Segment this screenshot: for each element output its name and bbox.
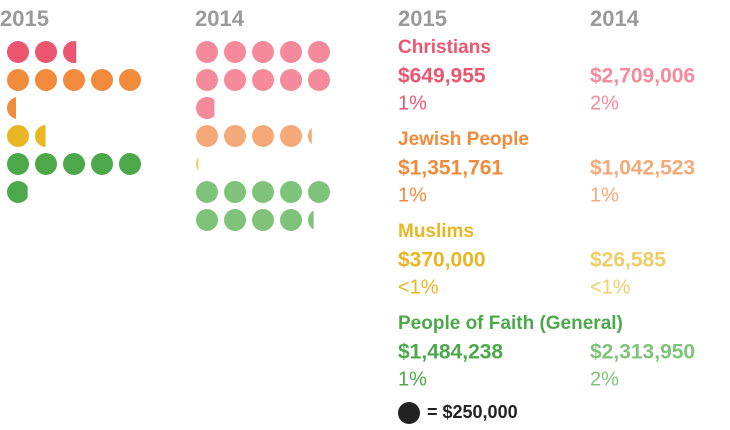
amount-label: $370,000 [398,249,486,272]
share-label: 2% [590,92,619,114]
dot [196,157,199,171]
amount-label: $26,585 [590,249,666,272]
dot [224,181,246,203]
share-label: 1% [590,184,619,206]
share-label: 2% [590,368,619,390]
dot [308,181,330,203]
dot [35,41,57,63]
dot [35,125,46,147]
dot [280,209,302,231]
dots-year-header: 2015 [0,6,49,31]
series-name: Jewish People [398,129,529,150]
dot [196,181,218,203]
dot [252,181,274,203]
dot [91,153,113,175]
dot [7,153,29,175]
dot [7,181,28,203]
dot [7,125,29,147]
dot [280,125,302,147]
table-year-header: 2014 [590,6,640,31]
share-label: 1% [398,368,427,390]
share-label: <1% [398,276,439,298]
dot [252,125,274,147]
dots-year-header: 2014 [195,6,245,31]
dot [119,69,141,91]
share-label: 1% [398,184,427,206]
dot [7,97,16,119]
dot [224,125,246,147]
dot [280,181,302,203]
share-label: 1% [398,92,427,114]
dot [280,69,302,91]
legend-label: = $250,000 [427,402,518,422]
dot [63,41,77,63]
dot [196,69,218,91]
dot [196,209,218,231]
dot [308,41,330,63]
dot [7,69,29,91]
legend-dot [398,402,420,424]
dot [196,97,215,119]
dot [280,41,302,63]
amount-label: $1,351,761 [398,157,503,180]
dot [252,69,274,91]
dot [91,69,113,91]
dot [224,69,246,91]
table-year-header: 2015 [398,6,447,31]
dot [224,209,246,231]
amount-label: $2,709,006 [590,65,695,88]
amount-label: $2,313,950 [590,341,695,364]
dot [63,153,85,175]
dot [7,41,29,63]
series-name: Christians [398,37,491,58]
dot [308,127,312,145]
dot [119,153,141,175]
series-name: People of Faith (General) [398,313,623,334]
amount-label: $1,042,523 [590,157,695,180]
dot [196,125,218,147]
series-name: Muslims [398,221,474,242]
amount-label: $1,484,238 [398,341,503,364]
dot [308,69,330,91]
dot [35,69,57,91]
dot [308,210,314,230]
dot [35,153,57,175]
dot [252,41,274,63]
dot [224,41,246,63]
amount-label: $649,955 [398,65,486,88]
share-label: <1% [590,276,631,298]
dot [196,41,218,63]
dot [252,209,274,231]
dot [63,69,85,91]
